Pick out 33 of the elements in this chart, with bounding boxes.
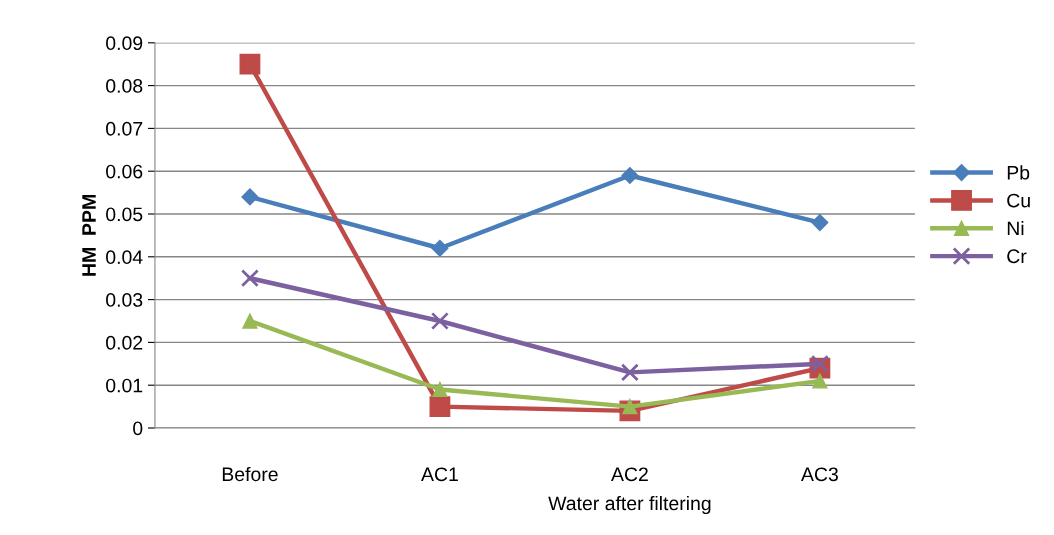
y-tick-label: 0.09 bbox=[106, 36, 143, 51]
point bbox=[241, 188, 259, 206]
point bbox=[812, 373, 828, 389]
x-tick-label: AC1 bbox=[421, 467, 458, 482]
y-tick-label: 0.05 bbox=[106, 207, 143, 222]
y-tick-label: 0.02 bbox=[106, 335, 143, 350]
legend-label: Pb bbox=[1007, 165, 1030, 180]
point bbox=[239, 53, 261, 75]
y-tick-label: 0 bbox=[133, 421, 143, 436]
legend-label: Cu bbox=[1007, 193, 1030, 208]
y-axis-title: HM PPM bbox=[82, 195, 96, 276]
point bbox=[431, 239, 449, 257]
point bbox=[432, 381, 448, 398]
y-tick-label: 0.06 bbox=[106, 164, 143, 179]
legend-label: Ni bbox=[1007, 221, 1024, 236]
y-tick-label: 0.04 bbox=[106, 250, 143, 265]
text: Water after filtering bbox=[548, 495, 711, 515]
x-tick-label: AC2 bbox=[611, 467, 648, 482]
y-tick-label: 0.01 bbox=[106, 378, 143, 393]
point bbox=[621, 166, 639, 185]
point bbox=[429, 396, 451, 418]
point bbox=[240, 269, 259, 288]
point bbox=[810, 354, 829, 373]
y-tick-label: 0.07 bbox=[106, 121, 143, 136]
legend-label: Cr bbox=[1007, 249, 1027, 264]
y-tick-label: 0.08 bbox=[106, 79, 143, 93]
point bbox=[620, 363, 639, 382]
y-tick-label: 0.03 bbox=[106, 293, 143, 307]
x-tick-label: Before bbox=[222, 466, 278, 482]
x-tick-label: AC3 bbox=[801, 467, 838, 482]
point bbox=[430, 311, 449, 331]
point bbox=[242, 313, 258, 329]
point bbox=[811, 214, 829, 232]
